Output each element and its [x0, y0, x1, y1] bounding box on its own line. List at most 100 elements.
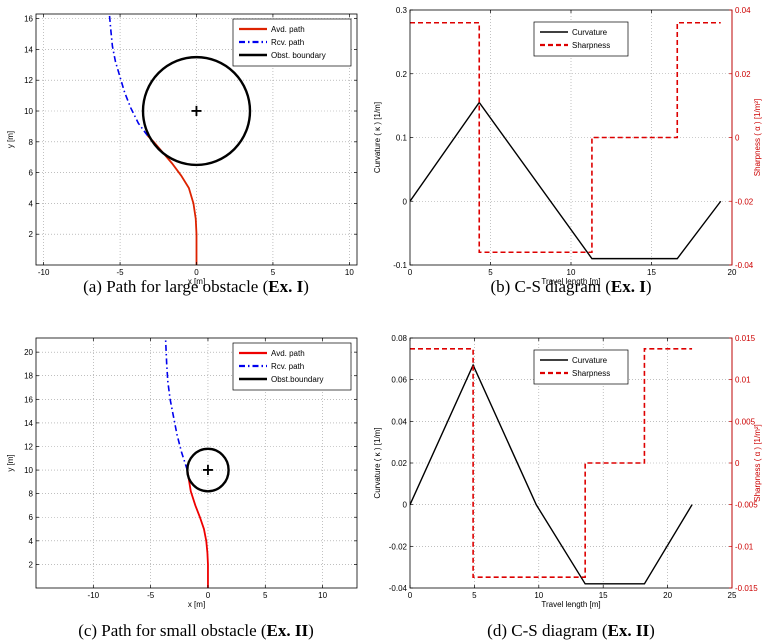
caption-bold: Ex. I [611, 277, 646, 296]
x-tick-label: 15 [647, 268, 656, 277]
x-tick-label: 0 [194, 268, 199, 277]
y-tick-label: 16 [24, 15, 33, 24]
series-1-line [146, 135, 198, 265]
x-tick-label: 25 [728, 591, 737, 600]
series-1-line [410, 101, 722, 260]
legend: Curvature Sharpness [533, 349, 629, 385]
series-2-line [410, 348, 693, 578]
legend: Curvature Sharpness [533, 21, 629, 57]
center-marker: + [190, 101, 203, 120]
chart-2: 0 5 10 15 20-0.100.10.20.3-0.04-0.0200.020.0… [373, 6, 762, 296]
legend-box [533, 21, 629, 57]
caption-close: ) [649, 621, 655, 640]
plot-area [410, 21, 722, 260]
caption-bold: Ex. II [608, 621, 650, 640]
y-axis-label: Curvature ( κ ) [1/m] [373, 427, 382, 498]
y-tick-label: 2 [29, 230, 34, 239]
figure-caption: (c) Path for small obstacle (Ex. II) [78, 621, 314, 640]
y2-tick-label: 0.04 [735, 6, 751, 15]
y-tick-label: 0 [403, 501, 408, 510]
legend-entry-1: Avd. path [271, 349, 305, 358]
chart-4: 0 5 10 15 20 25 -0.04 -0.02 0 0.02 0.04 0.06 0.08 -0.… [373, 334, 762, 640]
x-axis-label: x [m] [188, 277, 205, 286]
y-tick-label: 6 [29, 513, 34, 522]
series-1-line [186, 469, 209, 588]
y-tick-label: 4 [29, 537, 34, 546]
y-axis-label: y [m] [6, 454, 15, 471]
x-tick-label: 10 [345, 268, 354, 277]
y-tick-label: 0.3 [396, 6, 408, 15]
x-tick-label: 20 [663, 591, 672, 600]
legend-entry-2: Sharpness [572, 41, 610, 50]
caption-text: (d) C-S diagram ( [487, 621, 608, 640]
y2-tick-label: -0.015 [735, 584, 758, 593]
x-tick-label: -5 [147, 591, 155, 600]
y2-tick-label: 0.005 [735, 417, 756, 426]
series-3-obstacle-circle [141, 55, 252, 167]
legend-entry-1: Curvature [572, 28, 608, 37]
y2-tick-label: 0 [735, 459, 740, 468]
y-tick-label: 0 [403, 197, 408, 206]
chart-1: + -10 -5 0 5 10 2 4 6 8 10 12 14 16 x [m] y [m] Avd. pat… [6, 13, 358, 296]
y-tick-label: 2 [29, 560, 34, 569]
series-1-line [410, 363, 693, 585]
series-2-line [108, 14, 149, 137]
x-tick-label: 5 [472, 591, 477, 600]
y2-tick-label: 0.015 [735, 334, 756, 343]
x-tick-label: 5 [488, 268, 493, 277]
plot-area [410, 348, 693, 585]
y-tick-label: 14 [24, 45, 33, 54]
caption-bold: Ex. II [267, 621, 309, 640]
x-tick-label: 10 [567, 268, 576, 277]
chart-3: + -10 -5 0 5 10 2 4 6 8 10 12 14 16 18 20 x [m] y [m] Avd.… [6, 337, 358, 640]
y-tick-label: 0.2 [396, 70, 408, 79]
legend-entry-2: Rcv. path [271, 362, 304, 371]
caption-close: ) [303, 277, 309, 296]
legend-entry-2: Rcv. path [271, 38, 304, 47]
legend-entry-3: Obst. boundary [271, 51, 326, 60]
legend-entry-1: Avd. path [271, 25, 305, 34]
plot-area: + [108, 14, 252, 265]
x-tick-label: -5 [117, 268, 125, 277]
x-tick-label: 10 [318, 591, 327, 600]
y-tick-label: 12 [24, 76, 33, 85]
x-tick-label: 5 [263, 591, 268, 600]
y-tick-label: 8 [29, 490, 34, 499]
y-tick-label: 6 [29, 169, 34, 178]
x-tick-label: 20 [728, 268, 737, 277]
y-axis-label: y [m] [6, 131, 15, 148]
y2-tick-label: -0.02 [735, 197, 754, 206]
series-3-obstacle-circle [186, 447, 230, 493]
axes-frame [35, 337, 358, 589]
legend-entry-2: Sharpness [572, 369, 610, 378]
y2-tick-label: 0 [735, 134, 740, 143]
y2-tick-label: -0.01 [735, 542, 754, 551]
center-marker: + [201, 460, 214, 479]
series-2-line [164, 338, 189, 471]
y-tick-label: -0.02 [389, 542, 408, 551]
y-tick-label: 0.02 [391, 459, 407, 468]
legend: Avd. path Rcv. path Obst. boundary [232, 18, 352, 67]
y-tick-label: 14 [24, 419, 33, 428]
figure-caption: (b) C-S diagram (Ex. I) [490, 277, 651, 296]
x-tick-label: 0 [408, 268, 413, 277]
y-tick-label: -0.04 [389, 584, 408, 593]
y-tick-label: 4 [29, 199, 34, 208]
legend: Avd. path Rcv. path Obst.boundary [232, 342, 352, 391]
x-axis-label: Travel length [m] [541, 600, 600, 609]
x-axis-label: Travel length [m] [541, 277, 600, 286]
x-tick-label: 15 [599, 591, 608, 600]
x-tick-label: 0 [408, 591, 413, 600]
y-tick-label: 0.06 [391, 376, 407, 385]
y-tick-label: 20 [24, 348, 33, 357]
plot-area: + [164, 338, 230, 588]
legend-entry-1: Curvature [572, 356, 608, 365]
y2-tick-label: 0.02 [735, 70, 751, 79]
x-tick-label: -10 [38, 268, 50, 277]
y-tick-label: -0.1 [393, 261, 407, 270]
caption-text: (a) Path for large obstacle ( [83, 277, 269, 296]
x-tick-label: -10 [88, 591, 100, 600]
y-tick-label: 0.04 [391, 417, 407, 426]
figure-caption: (a) Path for large obstacle (Ex. I) [83, 277, 309, 296]
